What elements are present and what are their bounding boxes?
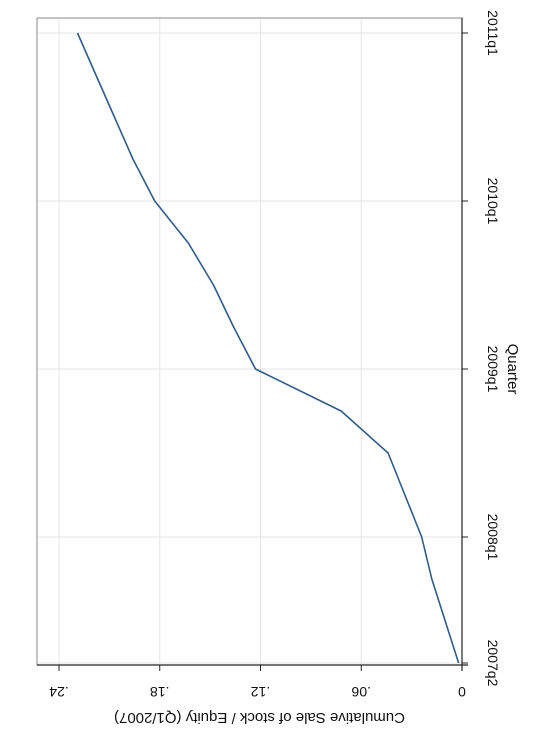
y-axis-title: Cumulative Sale of stock / Equity (Q1/20… [114, 709, 405, 726]
axes [37, 18, 468, 671]
ticks: 0 .06 .12 .18 .24 2007q2 2008q1 2009q1 2010q1 201… [49, 10, 501, 700]
y-tick-label: .06 [351, 684, 371, 700]
y-tick-label: .12 [251, 684, 271, 700]
plot-frame [36, 17, 463, 666]
x-tick-label: 2007q2 [485, 640, 501, 687]
y-tick-label: .18 [150, 684, 170, 700]
x-tick-label: 2010q1 [485, 178, 501, 225]
gridlines [37, 18, 463, 665]
x-tick-label: 2008q1 [485, 514, 501, 561]
series-line [76, 32, 460, 664]
y-tick-label: 0 [458, 684, 466, 700]
x-axis-title: Quarter [504, 344, 521, 395]
x-tick-label: 2011q1 [485, 10, 501, 56]
series [76, 32, 460, 664]
y-tick-label: .24 [49, 684, 69, 700]
x-tick-label: 2009q1 [485, 346, 501, 393]
